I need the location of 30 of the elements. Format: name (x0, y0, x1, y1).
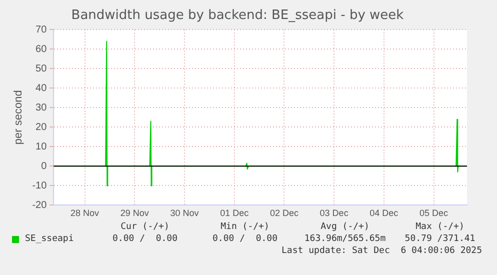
y-tick-label: 30 (36, 102, 48, 114)
x-tick-label: 01 Dec (220, 208, 250, 218)
y-tick-label: 20 (36, 122, 48, 133)
x-tick-label: 30 Nov (170, 208, 200, 218)
x-tick-label: 02 Dec (270, 208, 299, 218)
y-tick-label: 0 (41, 160, 48, 172)
text: 163.96m/565.65m (304, 234, 386, 244)
y-tick-label: 70 (36, 24, 48, 36)
x-tick-label: 28 Nov (70, 208, 100, 218)
y-tick-label: 10 (36, 141, 48, 152)
text: Cur (-/+) (120, 222, 170, 232)
text: 50.79 /371.41 (404, 234, 476, 244)
legend-label: SE_sseapi (25, 234, 74, 244)
text: 0.00 / 0.00 (212, 234, 278, 244)
text: Avg (-/+) (320, 222, 370, 232)
chart-title: Bandwidth usage by backend: BE_sseapi - by week (71, 8, 404, 24)
y-axis-title: per second (12, 90, 25, 145)
text: Max (-/+) (416, 222, 464, 232)
x-tick-label: 03 Dec (320, 208, 349, 218)
y-tick-label: -10 (32, 180, 48, 192)
y-tick-label: 60 (36, 44, 48, 55)
y-tick-label: -20 (32, 200, 48, 211)
y-tick-label: 50 (36, 63, 48, 74)
x-tick-label: 04 Dec (370, 208, 399, 218)
x-tick-label: 29 Nov (120, 208, 150, 218)
y-tick-label: 40 (36, 82, 48, 94)
text: Min (-/+) (220, 222, 270, 232)
text: 0.00 / 0.00 (112, 234, 178, 244)
text: Last update: Sat Dec 6 04:00:06 2025 (282, 246, 482, 256)
x-tick-label: 05 Dec (420, 208, 449, 218)
